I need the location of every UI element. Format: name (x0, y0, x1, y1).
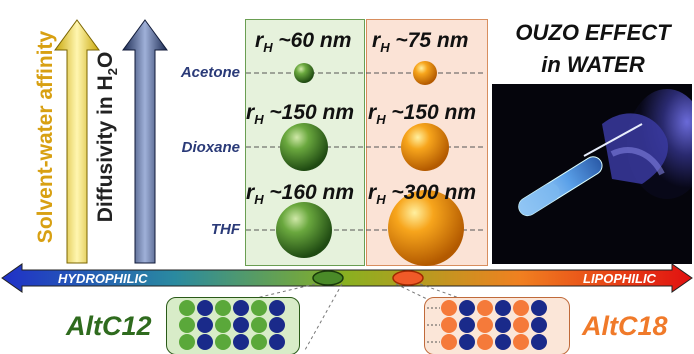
bead (441, 300, 457, 316)
solvent-label-acetone: Acetone (180, 64, 240, 81)
bead (495, 334, 511, 350)
size-subscript: H (254, 192, 264, 208)
bead (513, 334, 529, 350)
altc12-structure-box (166, 297, 300, 354)
size-value: ~160 nm (263, 181, 355, 204)
altc18-structure-box (424, 297, 570, 354)
bead (251, 317, 267, 333)
solvent-label-dioxane: Dioxane (181, 139, 240, 156)
size-label-altc18-thf: rH ~300 nm (368, 181, 476, 207)
sphere-altc12-acetone (294, 63, 314, 83)
bead (251, 300, 267, 316)
solvent-affinity-arrow (54, 19, 100, 264)
test-tube-photo (492, 84, 692, 264)
ouzo-title-line2: in WATER (541, 52, 645, 77)
polymer-label-altc18: AltC18 (582, 311, 668, 341)
bead (495, 317, 511, 333)
bead (251, 334, 267, 350)
size-symbol: r (246, 101, 255, 124)
bead (513, 317, 529, 333)
bead (233, 300, 249, 316)
size-subscript: H (263, 40, 273, 56)
sphere-altc12-dioxane (280, 123, 328, 171)
bead (531, 334, 547, 350)
polymer-label-altc12: AltC12 (66, 311, 152, 341)
size-symbol: r (368, 181, 377, 204)
size-subscript: H (254, 112, 264, 128)
altc18-structure (427, 300, 547, 350)
bead (531, 317, 547, 333)
bead (459, 317, 475, 333)
sphere-altc18-acetone (413, 61, 437, 85)
size-value: ~75 nm (389, 29, 469, 52)
size-value: ~300 nm (385, 181, 477, 204)
size-subscript: H (376, 192, 386, 208)
bead (179, 300, 195, 316)
bead (215, 300, 231, 316)
bead (477, 334, 493, 350)
bead (269, 300, 285, 316)
bead (441, 317, 457, 333)
polarity-bar (1, 263, 693, 293)
bead (459, 334, 475, 350)
bead (269, 334, 285, 350)
bead (477, 300, 493, 316)
hydrophilic-label: HYDROPHILIC (58, 271, 148, 286)
bead (233, 317, 249, 333)
size-subscript: H (376, 112, 386, 128)
size-label-altc12-dioxane: rH ~150 nm (246, 101, 354, 127)
size-symbol: r (368, 101, 377, 124)
size-value: ~150 nm (263, 101, 355, 124)
size-value: ~60 nm (272, 29, 352, 52)
bead (215, 317, 231, 333)
bead (179, 334, 195, 350)
size-label-altc12-acetone: rH ~60 nm (255, 29, 351, 55)
size-symbol: r (372, 29, 381, 52)
lipophilic-label: LIPOPHILIC (583, 271, 656, 286)
bead (531, 300, 547, 316)
sphere-altc12-thf (276, 202, 332, 258)
altc12-marker (312, 270, 344, 286)
ouzo-title-line1: OUZO EFFECT (515, 20, 671, 45)
sphere-altc18-dioxane (401, 123, 449, 171)
bead (513, 300, 529, 316)
bead (197, 300, 213, 316)
size-label-altc12-thf: rH ~160 nm (246, 181, 354, 207)
bead (269, 317, 285, 333)
bead (477, 317, 493, 333)
size-value: ~150 nm (385, 101, 477, 124)
bead (197, 334, 213, 350)
altc18-marker (392, 270, 424, 286)
size-symbol: r (255, 29, 264, 52)
bead (495, 300, 511, 316)
bead (459, 300, 475, 316)
solvent-label-thf: THF (210, 221, 240, 238)
bead (233, 334, 249, 350)
altc12-structure (179, 300, 285, 350)
sphere-altc18-thf (388, 190, 464, 266)
bead (197, 317, 213, 333)
bead (179, 317, 195, 333)
bead (215, 334, 231, 350)
size-subscript: H (380, 40, 390, 56)
size-label-altc18-acetone: rH ~75 nm (372, 29, 468, 55)
bead (441, 334, 457, 350)
size-symbol: r (246, 181, 255, 204)
size-label-altc18-dioxane: rH ~150 nm (368, 101, 476, 127)
diffusivity-arrow (122, 19, 168, 264)
